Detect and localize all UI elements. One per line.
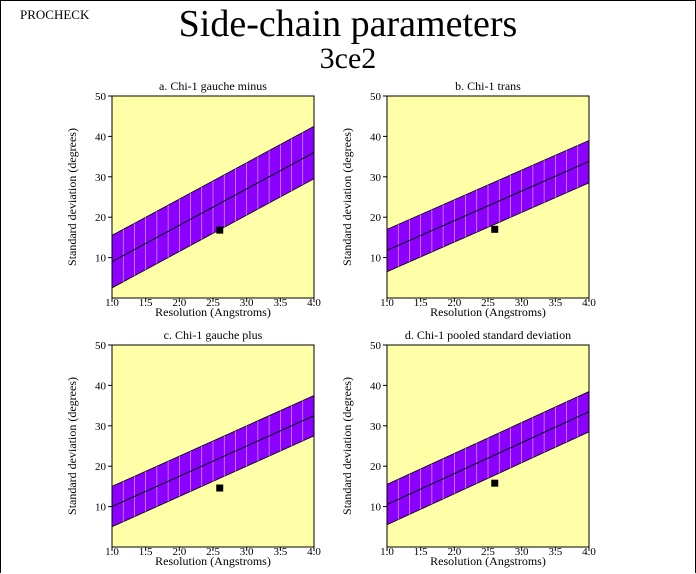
chart-title: a. Chi-1 gauche minus [159, 79, 267, 93]
x-tick-label: 1.0 [380, 546, 394, 558]
x-tick-label: 1.0 [105, 297, 119, 309]
page-title: Side-chain parameters [178, 3, 518, 45]
x-tick-label: 1.0 [105, 546, 119, 558]
y-tick-label: 40 [95, 380, 107, 392]
y-tick-label: 40 [370, 131, 382, 143]
x-tick-label: 3.0 [240, 546, 254, 558]
x-tick-label: 3.5 [273, 546, 287, 558]
y-tick-label: 50 [370, 340, 382, 352]
x-tick-label: 3.0 [515, 546, 529, 558]
y-tick-label: 20 [95, 461, 107, 473]
y-tick-label: 20 [95, 212, 107, 224]
program-name: PROCHECK [20, 7, 90, 22]
x-tick-label: 3.0 [515, 297, 529, 309]
x-tick-label: 3.5 [273, 297, 287, 309]
chart-4: 10 20 30 40 50 1.0 1.5 2.0 2.5 3.0 3.5 4.0 d. Chi-1 … [340, 328, 596, 568]
y-axis-label: Standard deviation (degrees) [65, 377, 79, 515]
trend-line [386, 411, 590, 506]
y-tick-label: 30 [95, 421, 107, 433]
x-tick-label: 1.5 [414, 297, 428, 309]
y-axis-label: Standard deviation (degrees) [340, 128, 354, 266]
x-tick-label: 2.0 [447, 546, 461, 558]
chart-2: 10 20 30 40 50 1.0 1.5 2.0 2.5 3.0 3.5 4.0 b. Chi-1 … [340, 79, 596, 319]
chart-title: b. Chi-1 trans [455, 79, 521, 93]
x-tick-label: 4.0 [307, 297, 321, 309]
trend-line [111, 152, 315, 263]
x-tick-label: 2.0 [447, 297, 461, 309]
y-tick-label: 10 [370, 502, 382, 514]
x-tick-label: 2.5 [206, 297, 220, 309]
x-axis-label: Resolution (Angstroms) [430, 305, 546, 319]
x-tick-label: 1.0 [380, 297, 394, 309]
x-tick-label: 1.5 [139, 546, 153, 558]
y-tick-label: 50 [370, 91, 382, 103]
x-tick-label: 2.5 [481, 297, 495, 309]
data-point [216, 226, 224, 234]
chart-title: c. Chi-1 gauche plus [164, 328, 263, 342]
y-tick-label: 30 [370, 421, 382, 433]
x-tick-label: 2.0 [172, 546, 186, 558]
x-tick-label: 1.5 [139, 297, 153, 309]
x-tick-label: 2.0 [172, 297, 186, 309]
y-tick-label: 10 [95, 253, 107, 265]
y-tick-label: 30 [95, 172, 107, 184]
x-axis-label: Resolution (Angstroms) [430, 554, 546, 568]
x-axis-label: Resolution (Angstroms) [155, 554, 271, 568]
x-tick-label: 3.0 [240, 297, 254, 309]
x-tick-label: 4.0 [307, 546, 321, 558]
y-tick-label: 20 [370, 212, 382, 224]
y-tick-label: 50 [95, 340, 107, 352]
x-tick-label: 2.5 [206, 546, 220, 558]
y-tick-label: 10 [95, 502, 107, 514]
y-tick-label: 20 [370, 461, 382, 473]
x-tick-label: 4.0 [582, 297, 596, 309]
y-axis-label: Standard deviation (degrees) [340, 377, 354, 515]
x-tick-label: 3.5 [548, 297, 562, 309]
data-point [216, 484, 224, 492]
pdb-code: 3ce2 [319, 42, 377, 75]
y-tick-label: 10 [370, 253, 382, 265]
x-tick-label: 3.5 [548, 546, 562, 558]
chart-1: 10 20 30 40 50 1.0 1.5 2.0 2.5 3.0 3.5 4.0 a. Chi-1 … [65, 79, 321, 319]
y-tick-label: 40 [370, 380, 382, 392]
data-point [491, 225, 499, 233]
trend-line [111, 415, 315, 508]
y-tick-label: 40 [95, 131, 107, 143]
x-tick-label: 4.0 [582, 546, 596, 558]
chart-3: 10 20 30 40 50 1.0 1.5 2.0 2.5 3.0 3.5 4.0 c. Chi-1 … [65, 328, 321, 568]
x-tick-label: 2.5 [481, 546, 495, 558]
y-tick-label: 30 [370, 172, 382, 184]
trend-line [386, 160, 590, 251]
x-axis-label: Resolution (Angstroms) [155, 305, 271, 319]
y-tick-label: 50 [95, 91, 107, 103]
y-axis-label: Standard deviation (degrees) [65, 128, 79, 266]
x-tick-label: 1.5 [414, 546, 428, 558]
chart-title: d. Chi-1 pooled standard deviation [405, 328, 571, 342]
data-point [491, 479, 499, 487]
